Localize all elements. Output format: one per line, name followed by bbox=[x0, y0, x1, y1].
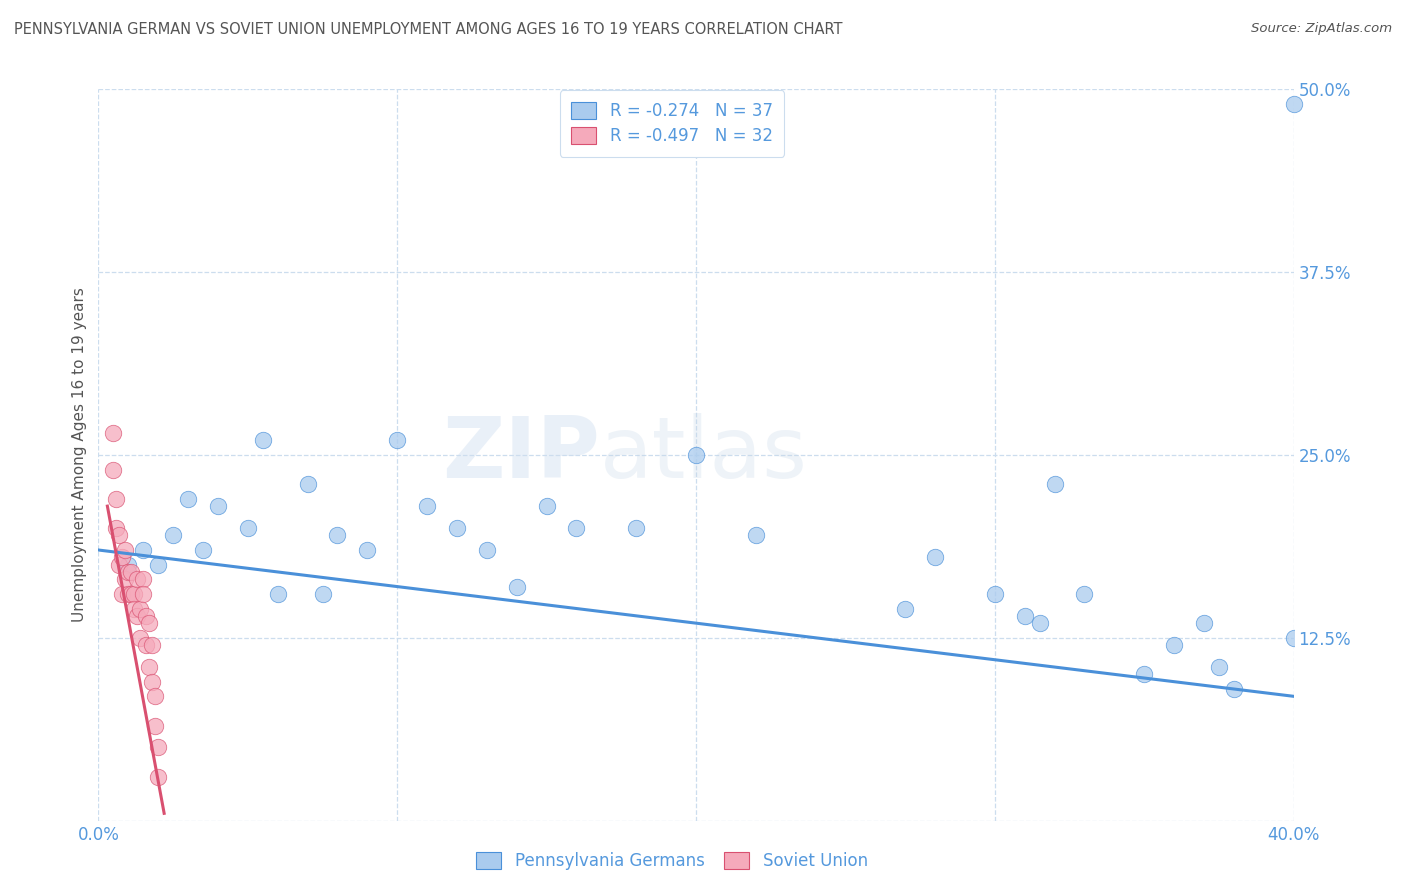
Point bbox=[385, 434, 409, 448]
Point bbox=[1208, 660, 1230, 674]
Point bbox=[127, 608, 149, 623]
Point bbox=[103, 425, 125, 440]
Point bbox=[506, 580, 529, 594]
Point bbox=[117, 565, 139, 579]
Point bbox=[132, 572, 155, 586]
Point bbox=[111, 587, 134, 601]
Point bbox=[311, 587, 333, 601]
Text: ZIP: ZIP bbox=[443, 413, 600, 497]
Point bbox=[983, 587, 1005, 601]
Point bbox=[114, 543, 136, 558]
Point bbox=[138, 616, 160, 631]
Point bbox=[1073, 587, 1095, 601]
Point bbox=[120, 565, 142, 579]
Point bbox=[236, 521, 259, 535]
Point bbox=[1133, 667, 1156, 681]
Point bbox=[207, 499, 229, 513]
Point bbox=[148, 740, 170, 755]
Point bbox=[114, 572, 136, 586]
Point bbox=[138, 660, 160, 674]
Point bbox=[135, 608, 157, 623]
Point bbox=[105, 521, 128, 535]
Point bbox=[536, 499, 558, 513]
Point bbox=[103, 462, 125, 476]
Point bbox=[108, 558, 131, 572]
Point bbox=[129, 631, 152, 645]
Point bbox=[127, 572, 149, 586]
Point bbox=[1282, 631, 1305, 645]
Point bbox=[162, 528, 184, 542]
Point bbox=[297, 477, 319, 491]
Point bbox=[1163, 638, 1185, 652]
Point bbox=[416, 499, 439, 513]
Point bbox=[685, 448, 707, 462]
Y-axis label: Unemployment Among Ages 16 to 19 years: Unemployment Among Ages 16 to 19 years bbox=[72, 287, 87, 623]
Point bbox=[1223, 681, 1246, 696]
Point bbox=[624, 521, 647, 535]
Text: atlas: atlas bbox=[600, 413, 808, 497]
Text: Source: ZipAtlas.com: Source: ZipAtlas.com bbox=[1251, 22, 1392, 36]
Point bbox=[148, 558, 170, 572]
Point bbox=[177, 491, 200, 506]
Point bbox=[111, 550, 134, 565]
Point bbox=[124, 601, 146, 615]
Point bbox=[141, 674, 163, 689]
Point bbox=[117, 587, 139, 601]
Point bbox=[132, 587, 155, 601]
Point bbox=[475, 543, 498, 558]
Point bbox=[565, 521, 588, 535]
Point bbox=[105, 491, 128, 506]
Point bbox=[894, 601, 917, 615]
Point bbox=[129, 601, 152, 615]
Point bbox=[1028, 616, 1050, 631]
Point bbox=[117, 558, 139, 572]
Point bbox=[924, 550, 946, 565]
Point bbox=[326, 528, 349, 542]
Point bbox=[143, 690, 166, 704]
Point bbox=[148, 770, 170, 784]
Point bbox=[745, 528, 768, 542]
Point bbox=[1043, 477, 1066, 491]
Point bbox=[252, 434, 274, 448]
Legend: Pennsylvania Germans, Soviet Union: Pennsylvania Germans, Soviet Union bbox=[468, 843, 876, 878]
Point bbox=[446, 521, 468, 535]
Point bbox=[1282, 96, 1305, 111]
Point bbox=[191, 543, 214, 558]
Point bbox=[143, 718, 166, 732]
Point bbox=[141, 638, 163, 652]
Point bbox=[124, 587, 146, 601]
Point bbox=[356, 543, 378, 558]
Point bbox=[1014, 608, 1036, 623]
Point bbox=[108, 528, 131, 542]
Point bbox=[120, 587, 142, 601]
Text: PENNSYLVANIA GERMAN VS SOVIET UNION UNEMPLOYMENT AMONG AGES 16 TO 19 YEARS CORRE: PENNSYLVANIA GERMAN VS SOVIET UNION UNEM… bbox=[14, 22, 842, 37]
Point bbox=[267, 587, 290, 601]
Point bbox=[135, 638, 157, 652]
Point bbox=[132, 543, 155, 558]
Point bbox=[1192, 616, 1215, 631]
